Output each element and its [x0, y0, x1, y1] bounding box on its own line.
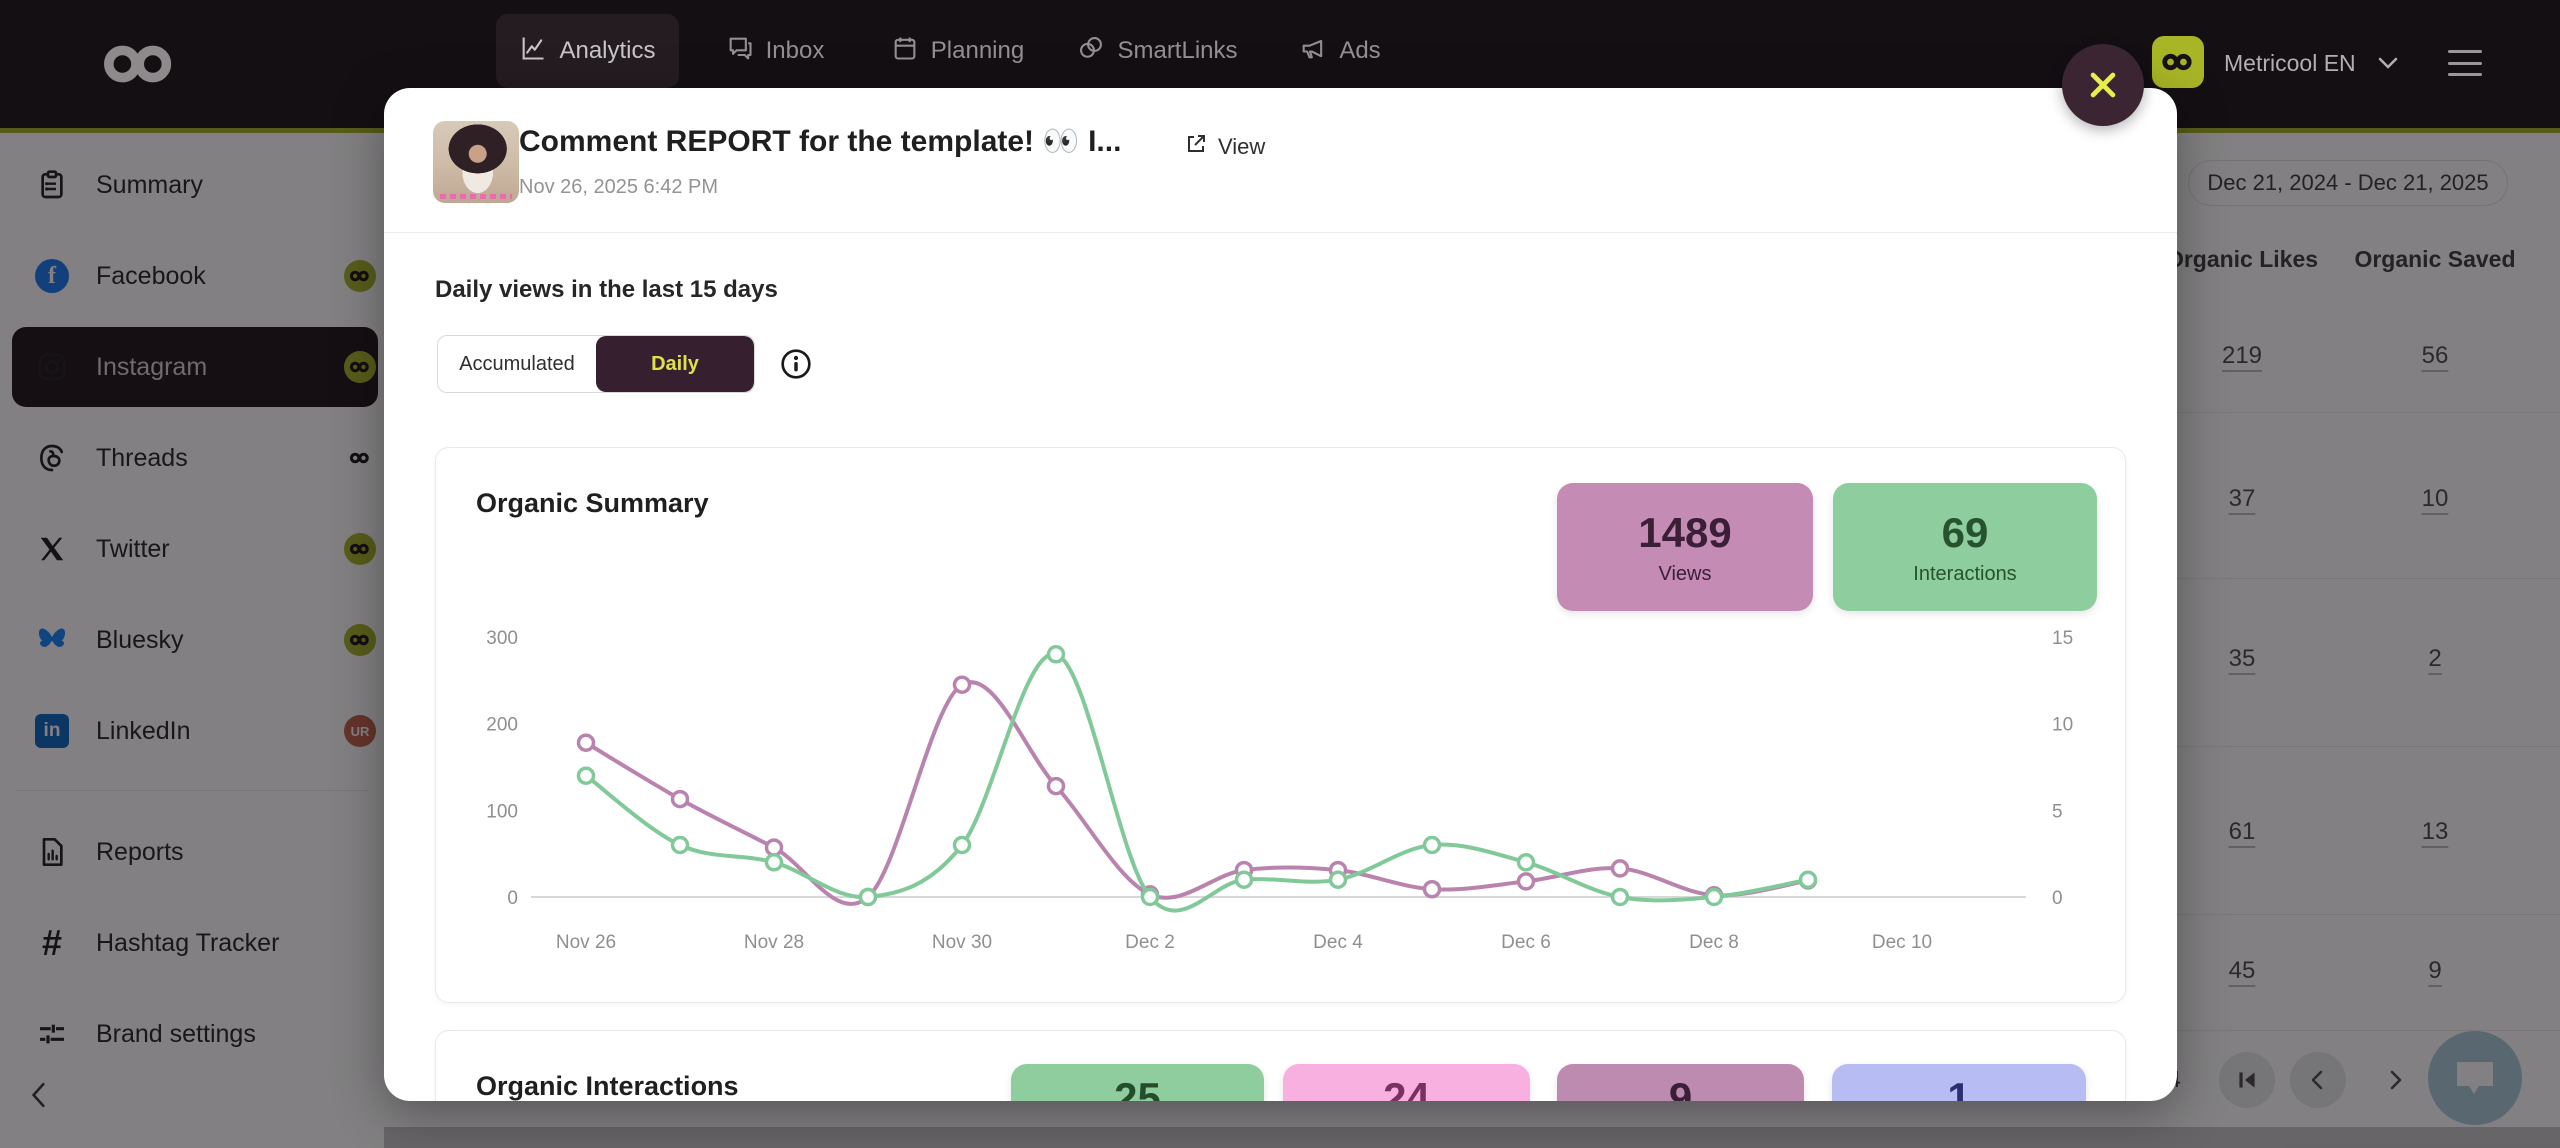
- analytics-icon: [519, 34, 547, 69]
- nav-tab-smartlinks[interactable]: SmartLinks: [1060, 14, 1255, 88]
- organic-interactions-title: Organic Interactions: [476, 1071, 739, 1101]
- svg-text:Nov 26: Nov 26: [556, 932, 616, 953]
- interaction-kpi-badge: 24: [1283, 1064, 1530, 1101]
- toggle-daily[interactable]: Daily: [596, 336, 754, 392]
- view-label: View: [1218, 134, 1266, 159]
- nav-tab-planning[interactable]: Planning: [870, 14, 1045, 88]
- svg-text:300: 300: [486, 628, 518, 649]
- external-link-icon: [1184, 132, 1208, 162]
- post-timestamp: Nov 26, 2025 6:42 PM: [519, 176, 719, 198]
- nav-tab-label: SmartLinks: [1117, 37, 1238, 64]
- svg-text:200: 200: [486, 715, 518, 736]
- svg-text:Dec 4: Dec 4: [1313, 932, 1363, 953]
- toggle-accumulated[interactable]: Accumulated: [459, 352, 575, 375]
- organic-interactions-card: Organic Interactions 25 24 9 1: [435, 1030, 2126, 1101]
- svg-text:Dec 8: Dec 8: [1689, 932, 1739, 953]
- organic-summary-title: Organic Summary: [476, 488, 709, 518]
- svg-text:15: 15: [2052, 628, 2073, 649]
- metricool-logo-icon[interactable]: [100, 44, 180, 89]
- nav-tab-label: Ads: [1339, 37, 1381, 64]
- svg-text:100: 100: [486, 801, 518, 822]
- interaction-kpi-badge: 25: [1011, 1064, 1264, 1101]
- interaction-kpi-badge: 9: [1557, 1064, 1804, 1101]
- post-detail-modal: Comment REPORT for the template! 👀 I... …: [384, 88, 2177, 1101]
- nav-tab-label: Inbox: [765, 37, 825, 64]
- ads-icon: [1299, 34, 1327, 69]
- section-heading: Daily views in the last 15 days: [435, 276, 778, 303]
- svg-text:5: 5: [2052, 801, 2063, 822]
- nav-tab-ads[interactable]: Ads: [1280, 14, 1400, 88]
- divider: [384, 232, 2177, 233]
- smartlinks-icon: [1077, 34, 1105, 69]
- views-kpi-badge: 1489 Views: [1557, 483, 1813, 611]
- svg-text:Dec 2: Dec 2: [1125, 932, 1175, 953]
- post-title: Comment REPORT for the template! 👀 I...: [519, 125, 1122, 158]
- brand-switcher[interactable]: Metricool EN: [2224, 50, 2356, 76]
- view-post-link[interactable]: View: [1184, 132, 1265, 162]
- nav-tab-inbox[interactable]: Inbox: [700, 14, 850, 88]
- nav-tab-analytics[interactable]: Analytics: [496, 14, 679, 88]
- inbox-icon: [726, 34, 754, 69]
- close-modal-button[interactable]: [2062, 44, 2144, 126]
- organic-summary-card: Organic Summary 1489 Views 69 Interactio…: [435, 447, 2126, 1003]
- svg-text:0: 0: [2052, 888, 2063, 909]
- nav-tab-label: Planning: [930, 37, 1025, 64]
- daily-views-chart[interactable]: 0 100 200 300 0 5 10 15 Nov 26 Nov 28 Nov 30 Dec 2 D…: [466, 616, 2106, 956]
- chevron-down-icon[interactable]: [2378, 56, 2398, 74]
- chart-svg: 0 100 200 300 0 5 10 15 Nov 26 Nov 28 Nov 30 Dec 2 D…: [486, 628, 2073, 953]
- svg-text:Dec 6: Dec 6: [1501, 932, 1551, 953]
- brand-avatar[interactable]: [2152, 36, 2204, 88]
- svg-text:Dec 10: Dec 10: [1872, 932, 1932, 953]
- svg-text:Nov 28: Nov 28: [744, 932, 804, 953]
- menu-icon[interactable]: [2448, 50, 2482, 76]
- view-mode-toggle: Accumulated Daily: [437, 335, 755, 393]
- info-icon[interactable]: [780, 348, 812, 385]
- interaction-kpi-badge: 1: [1832, 1064, 2086, 1101]
- planning-icon: [891, 34, 919, 69]
- svg-text:10: 10: [2052, 715, 2073, 736]
- svg-text:0: 0: [507, 888, 518, 909]
- post-thumbnail: [433, 121, 519, 203]
- svg-text:Nov 30: Nov 30: [932, 932, 992, 953]
- interactions-kpi-badge: 69 Interactions: [1833, 483, 2097, 611]
- nav-tab-label: Analytics: [559, 37, 656, 64]
